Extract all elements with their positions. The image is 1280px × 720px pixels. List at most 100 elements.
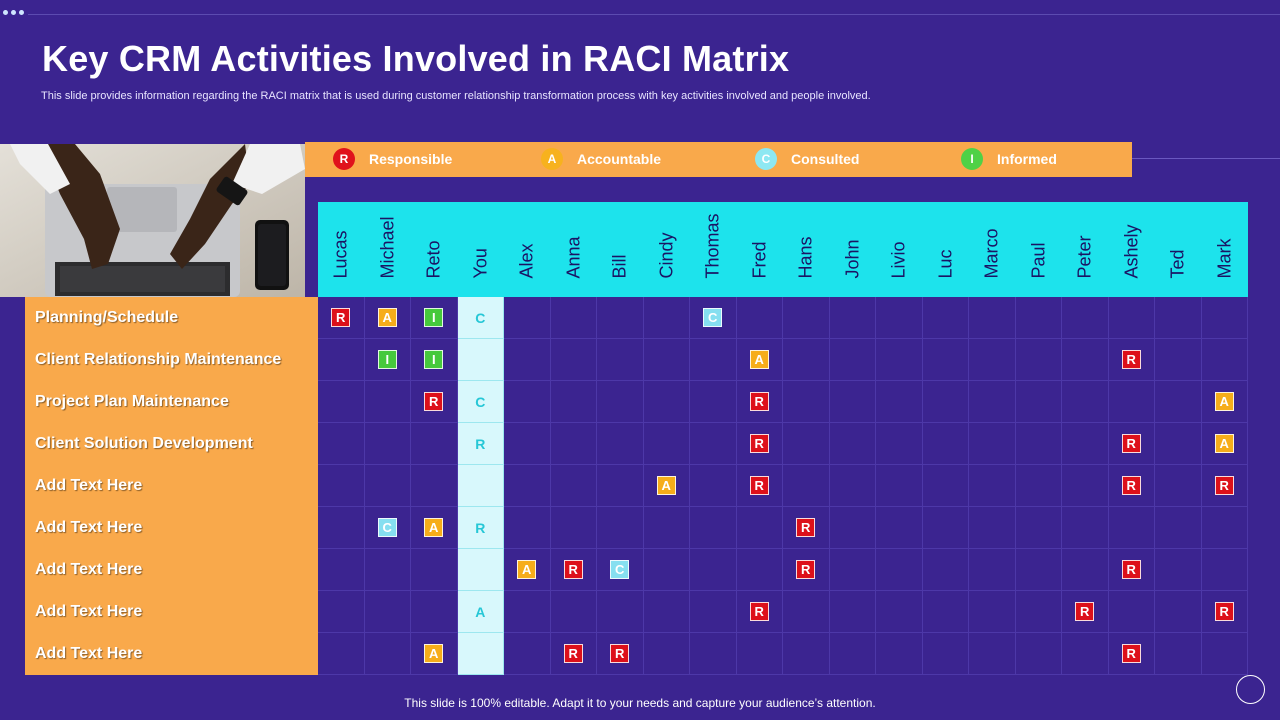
raci-letter: A (475, 603, 486, 620)
raci-cell (829, 381, 876, 423)
raci-cell (922, 339, 969, 381)
raci-cell (829, 633, 876, 675)
page-subtitle: This slide provides information regardin… (41, 90, 871, 102)
people-header: Lucas Michael Reto You Alex Anna Bill Cindy Thom… (318, 202, 1248, 297)
raci-badge: A (424, 518, 444, 537)
raci-cell (597, 297, 644, 339)
legend-label: Responsible (369, 151, 453, 167)
raci-cell: R (550, 633, 597, 675)
raci-cell: C (597, 549, 644, 591)
column-header: Anna (551, 202, 598, 297)
person-name: You (470, 248, 491, 279)
raci-cell (829, 423, 876, 465)
raci-badge: C (610, 560, 630, 579)
raci-cell (876, 549, 923, 591)
legend-item-consulted: C Consulted (755, 148, 859, 170)
raci-cell (457, 465, 504, 507)
raci-badge: I (377, 350, 397, 369)
raci-cell (1062, 381, 1109, 423)
raci-cell (1201, 549, 1248, 591)
window-dots (3, 10, 24, 15)
person-name: Luc (935, 249, 956, 279)
raci-badge: R (424, 392, 444, 411)
raci-legend: R Responsible A Accountable C Consulted … (305, 142, 1132, 177)
raci-cell (736, 549, 783, 591)
raci-cell (550, 297, 597, 339)
raci-cell (550, 381, 597, 423)
raci-cell (783, 381, 830, 423)
raci-cell (690, 507, 737, 549)
raci-badge: R (749, 476, 769, 495)
raci-cell (690, 549, 737, 591)
raci-letter: R (475, 435, 486, 452)
raci-cell (876, 297, 923, 339)
raci-cell (597, 381, 644, 423)
raci-cell (736, 297, 783, 339)
raci-cell (1015, 381, 1062, 423)
person-name: Ted (1167, 249, 1188, 279)
raci-cell: A (1201, 423, 1248, 465)
raci-cell (922, 633, 969, 675)
raci-cell (504, 423, 551, 465)
raci-cell (597, 423, 644, 465)
person-name: Lucas (330, 230, 351, 279)
activity-label: Add Text Here (25, 549, 318, 591)
raci-cell (364, 591, 411, 633)
person-name: Livio (888, 241, 909, 279)
person-name: Hans (795, 236, 816, 279)
raci-cell (1015, 339, 1062, 381)
raci-cell (643, 549, 690, 591)
raci-cell (922, 465, 969, 507)
raci-cell (643, 507, 690, 549)
column-header: Lucas (318, 202, 365, 297)
raci-cell (690, 381, 737, 423)
raci-cell (736, 507, 783, 549)
raci-cell: R (1108, 465, 1155, 507)
raci-cell (411, 465, 458, 507)
raci-badge: A (1214, 392, 1234, 411)
raci-cell (969, 297, 1016, 339)
raci-cell (1201, 297, 1248, 339)
raci-letter: C (475, 309, 486, 326)
raci-cell (318, 507, 365, 549)
raci-cell (1108, 381, 1155, 423)
person-name: Alex (516, 243, 537, 279)
raci-cell (364, 549, 411, 591)
raci-cell (1015, 549, 1062, 591)
raci-cell (318, 423, 365, 465)
raci-cell (783, 339, 830, 381)
raci-badge: R (563, 644, 583, 663)
raci-badge: R (1075, 602, 1095, 621)
legend-label: Accountable (577, 151, 662, 167)
raci-cell (318, 465, 365, 507)
activity-label: Client Solution Development (25, 423, 318, 465)
raci-cell (829, 549, 876, 591)
raci-cell (736, 633, 783, 675)
raci-cell: R (736, 381, 783, 423)
raci-badge: I (424, 308, 444, 327)
raci-cell (1015, 507, 1062, 549)
raci-cell: C (690, 297, 737, 339)
raci-cell (318, 381, 365, 423)
raci-cell: A (504, 549, 551, 591)
raci-cell (318, 591, 365, 633)
activity-label: Add Text Here (25, 507, 318, 549)
nav-circle-button[interactable] (1236, 675, 1265, 704)
raci-cell (922, 591, 969, 633)
raci-cell (364, 423, 411, 465)
raci-cell (783, 591, 830, 633)
person-name: Fred (749, 241, 770, 279)
raci-cell: A (457, 591, 504, 633)
raci-cell (1062, 465, 1109, 507)
raci-cell (829, 339, 876, 381)
legend-divider (1132, 158, 1280, 159)
raci-cell (504, 633, 551, 675)
raci-cell (1201, 507, 1248, 549)
raci-cell (597, 465, 644, 507)
raci-cell (1155, 339, 1202, 381)
raci-cell (364, 465, 411, 507)
raci-cell (876, 339, 923, 381)
raci-cell: R (736, 465, 783, 507)
activity-label: Add Text Here (25, 591, 318, 633)
raci-cell: R (597, 633, 644, 675)
